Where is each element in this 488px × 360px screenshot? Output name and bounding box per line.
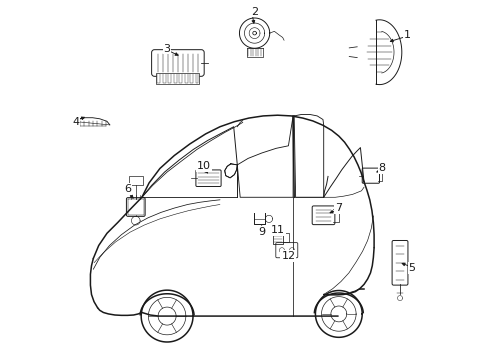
FancyBboxPatch shape (275, 243, 297, 258)
Text: 8: 8 (378, 163, 385, 174)
Text: 5: 5 (407, 263, 414, 273)
FancyBboxPatch shape (151, 50, 204, 76)
Text: 10: 10 (197, 161, 211, 171)
Text: 4: 4 (72, 117, 80, 127)
FancyBboxPatch shape (391, 240, 407, 285)
FancyBboxPatch shape (311, 206, 334, 225)
FancyBboxPatch shape (129, 176, 142, 185)
FancyBboxPatch shape (362, 168, 379, 183)
Text: 3: 3 (163, 44, 170, 54)
Text: 7: 7 (335, 203, 342, 213)
Text: 12: 12 (281, 251, 295, 261)
FancyBboxPatch shape (126, 198, 145, 216)
Text: 1: 1 (403, 30, 410, 40)
FancyBboxPatch shape (196, 170, 221, 186)
Text: 11: 11 (270, 225, 284, 235)
Text: 2: 2 (250, 6, 258, 17)
Text: 9: 9 (258, 227, 265, 237)
Text: 6: 6 (124, 184, 131, 194)
FancyBboxPatch shape (156, 73, 199, 84)
